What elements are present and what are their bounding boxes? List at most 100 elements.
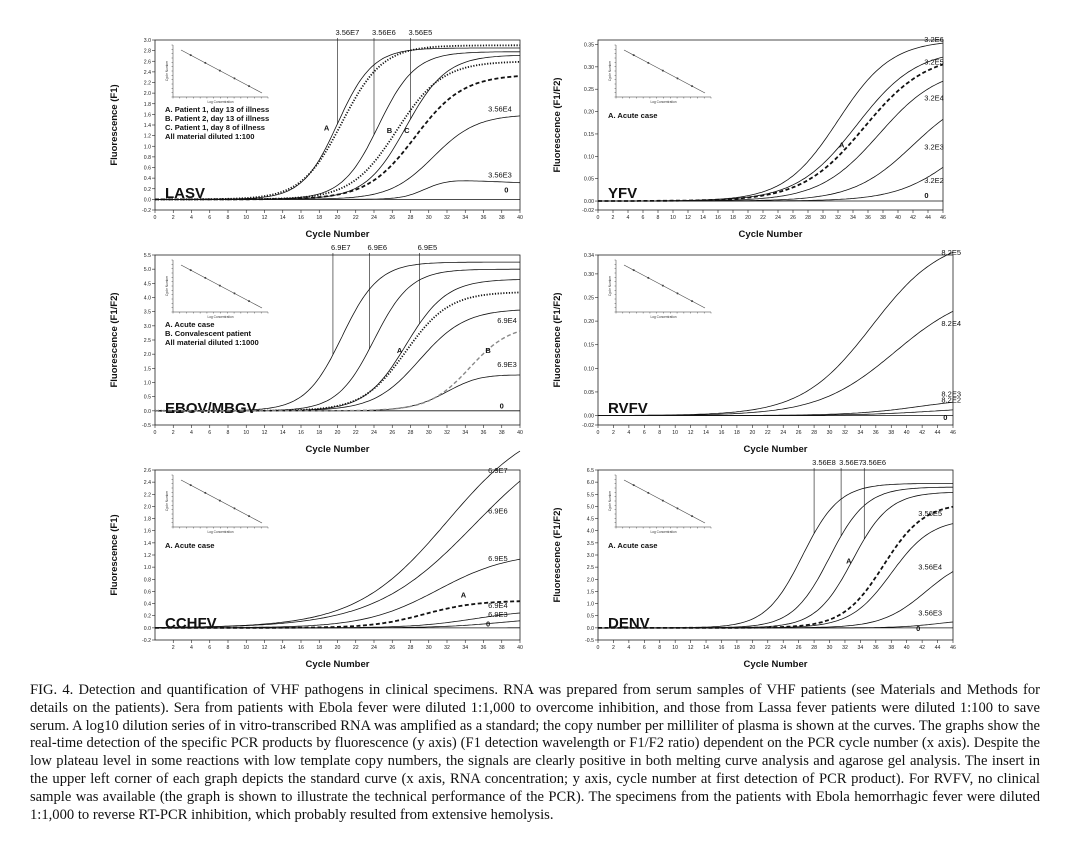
series-label: A [839,140,845,149]
x-tick-label: 40 [517,215,523,221]
chart-title: EBOV/MBGV [165,400,257,417]
x-tick-label: 46 [950,430,956,436]
y-axis-label: Fluorescence (F1/F2) [109,292,120,387]
y-tick-label: 1.5 [144,366,151,372]
y-tick-label: 0.20 [584,110,594,116]
x-tick-label: 38 [880,215,886,221]
x-tick-label: 16 [719,430,725,436]
x-tick-label: 4 [627,645,630,651]
series-line [598,409,954,416]
x-tick-label: 34 [850,215,856,221]
y-axis-label: Fluorescence (F1) [109,514,120,595]
series-label: 6.9E5 [418,243,438,252]
series-line [598,571,954,629]
y-tick-label: 1.2 [144,553,151,559]
x-tick-label: 42 [910,215,916,221]
y-tick-label: -0.2 [142,638,151,644]
chart-panel-lasv: -0.2 0.0 0.2 0.4 0.6 0.8 1.0 1.2 1.4 1.6 1.8 2.0 2.2… [109,28,523,240]
x-tick-label: 30 [827,430,833,436]
series-line [598,310,954,416]
series-label: 0 [504,185,508,194]
series-label: 8.2E5 [941,248,961,257]
x-tick-label: 22 [760,215,766,221]
series-label: B [387,126,393,135]
inset-point [647,276,650,279]
y-tick-label: 0.10 [584,154,594,160]
x-tick-label: 32 [842,430,848,436]
y-tick-label: 1.0 [144,381,151,387]
series-label: 3.56E4 [918,563,942,572]
x-tick-label: 10 [243,645,249,651]
inset-point [632,54,635,57]
x-tick-label: 14 [280,430,286,436]
series-label: 6.9E3 [488,610,508,619]
x-tick-label: 14 [700,215,706,221]
series-label: 3.2E4 [924,93,944,102]
legend-line: A. Patient 1, day 13 of illness [165,105,269,114]
inset-x-label: Log Concentration [650,100,676,104]
y-axis-label: Fluorescence (F1/F2) [552,292,563,387]
x-tick-label: 40 [904,430,910,436]
inset-point [661,284,664,287]
x-tick-label: 24 [775,215,781,221]
x-tick-label: 4 [627,215,630,221]
x-tick-label: 0 [597,645,600,651]
caption-line: Lassa fever patients were diluted 1:100 … [30,699,1040,734]
x-axis-label: Cycle Number [306,229,370,240]
y-tick-label: 1.2 [144,134,151,140]
series-line [155,450,521,628]
series-label: 3.2E5 [924,58,944,67]
series-label: 6.9E3 [497,360,517,369]
caption-line: no clinical sample was available (the gr… [30,770,1040,805]
series-label: 6.9E4 [497,316,517,325]
series-line [598,166,944,202]
caption-line: low template copy numbers, the signals a… [30,753,1041,787]
series-label: 8.2E2 [941,395,961,404]
y-tick-label: 0.35 [584,42,594,48]
x-tick-label: 12 [685,215,691,221]
series-label: 0 [486,620,490,629]
x-tick-label: 0 [597,215,600,221]
y-tick-label: 0.00 [584,414,594,420]
inset-point [647,491,650,494]
x-tick-label: 26 [389,645,395,651]
x-tick-label: 24 [371,215,377,221]
caption-line: axis) (F1 detection wavelength or F1/F2 … [30,735,1040,770]
x-tick-label: 14 [280,645,286,651]
figure-caption: FIG. 4. Detection and quantification of … [30,682,1040,824]
x-tick-label: 32 [842,645,848,651]
y-tick-label: 0.00 [584,199,594,205]
y-tick-label: 3.0 [144,324,151,330]
x-tick-label: 34 [462,215,468,221]
y-tick-label: 4.5 [144,281,151,287]
chart-panel-rvfv: -0.020.000.050.100.150.200.250.300.340 2 4… [552,248,961,455]
x-tick-label: 16 [298,430,304,436]
x-tick-label: 38 [499,215,505,221]
y-tick-label: 2.2 [144,492,151,498]
series-label: 0 [500,402,504,411]
x-tick-label: 6 [208,215,211,221]
x-tick-label: 8 [657,215,660,221]
y-tick-label: 3.0 [144,38,151,44]
x-tick-label: 14 [280,215,286,221]
y-axis-label: Fluorescence (F1/F2) [552,507,563,602]
y-tick-label: 2.0 [144,504,151,510]
y-tick-label: 0.5 [587,614,594,620]
legend-line: A. Acute case [608,111,658,120]
legend-line: A. Acute case [165,541,215,550]
x-tick-label: 20 [749,430,755,436]
y-tick-label: 0.05 [584,177,594,183]
series-label: 6.9E4 [488,601,508,610]
x-tick-label: 20 [335,645,341,651]
x-tick-label: 18 [316,215,322,221]
x-tick-label: 16 [298,215,304,221]
x-tick-label: 32 [444,215,450,221]
y-tick-label: 2.5 [587,565,594,571]
y-tick-label: 0.20 [584,319,594,325]
y-tick-label: 2.0 [587,577,594,583]
x-tick-label: 30 [820,215,826,221]
x-tick-label: 34 [858,430,864,436]
chart-panel-denv: -0.5 0.0 0.5 1.0 1.5 2.0 2.5 3.0 3.5 4.0 4.5 5.0 5.5… [552,458,956,670]
series-label: 0 [943,413,947,422]
